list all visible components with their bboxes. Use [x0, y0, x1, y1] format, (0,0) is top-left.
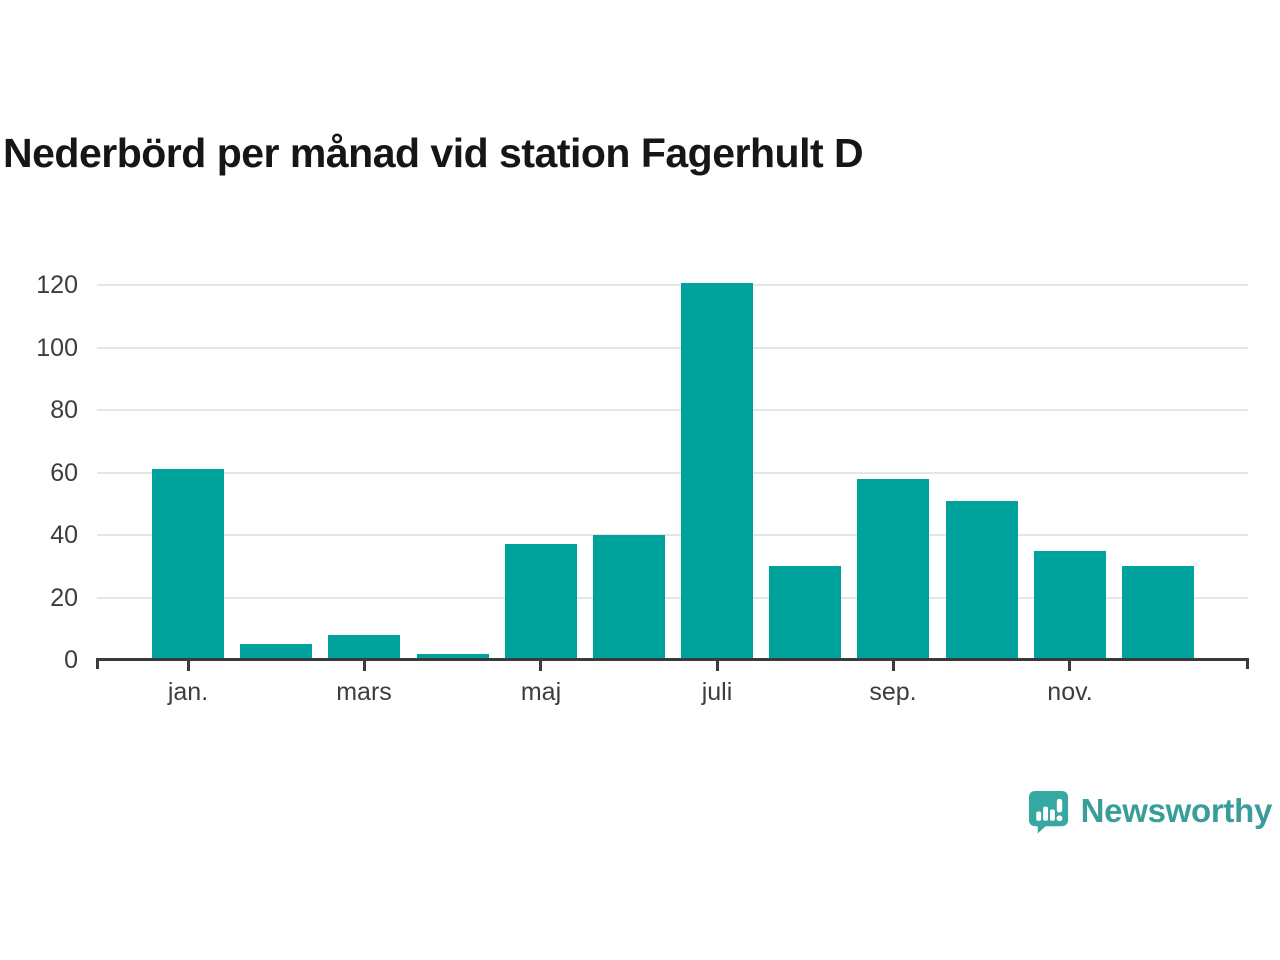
newsworthy-logo-icon: [1028, 790, 1068, 834]
gridline-y-120: [97, 284, 1248, 286]
newsworthy-logo-text: Newsworthy: [1080, 792, 1273, 829]
y-axis-tick-label: 80: [50, 396, 78, 424]
bar-jan.: [152, 469, 224, 660]
x-axis-tick-label: maj: [520, 678, 562, 706]
x-axis-line: [96, 658, 1249, 661]
bar-mars: [328, 635, 400, 660]
x-axis-tick: [539, 661, 542, 671]
chart-title: Nederbörd per månad vid station Fagerhul…: [3, 130, 864, 176]
bar-sep.: [857, 479, 929, 660]
gridline-y-40: [97, 534, 1248, 536]
x-axis-tick-label: mars: [336, 678, 392, 706]
bar-nov.: [1034, 551, 1106, 660]
bar-aug.: [769, 566, 841, 660]
x-axis-tick-label: nov.: [1047, 678, 1093, 706]
bar-feb.: [240, 644, 312, 660]
gridline-y-20: [97, 596, 1248, 599]
gridline-y-80: [97, 409, 1248, 411]
bar-dec.: [1122, 566, 1194, 660]
bar-apr.: [417, 654, 489, 660]
y-axis-tick-label: 40: [50, 521, 78, 549]
gridline-y-100: [97, 346, 1248, 349]
y-axis-tick-label: 100: [36, 333, 78, 362]
x-axis-tick: [892, 661, 895, 671]
x-axis-tick-label: sep.: [869, 678, 917, 706]
x-axis-end-tick: [1246, 661, 1249, 669]
bar-juni: [593, 535, 665, 660]
x-axis-tick: [187, 661, 190, 671]
bar-chart-plot-area: 0 20 40 60 80 100 120 jan. mars maj juli sep. nov.: [36, 271, 1249, 706]
bar-juli: [681, 283, 753, 660]
x-axis-tick-label: juli: [701, 678, 733, 706]
gridline-y-60: [97, 471, 1248, 474]
x-axis-tick-label: jan.: [167, 678, 209, 706]
x-axis-tick: [1068, 661, 1071, 671]
x-axis-end-tick: [96, 661, 99, 669]
x-axis-tick: [716, 661, 719, 671]
y-axis-tick-label: 120: [36, 271, 78, 299]
newsworthy-logo: Newsworthy: [1025, 787, 1272, 835]
y-axis-tick-label: 60: [50, 458, 78, 487]
x-axis-tick: [363, 661, 366, 671]
bar-okt.: [946, 501, 1018, 660]
y-axis-tick-label: 0: [64, 646, 78, 674]
bar-maj: [505, 544, 577, 660]
y-axis-tick-label: 20: [50, 583, 78, 612]
